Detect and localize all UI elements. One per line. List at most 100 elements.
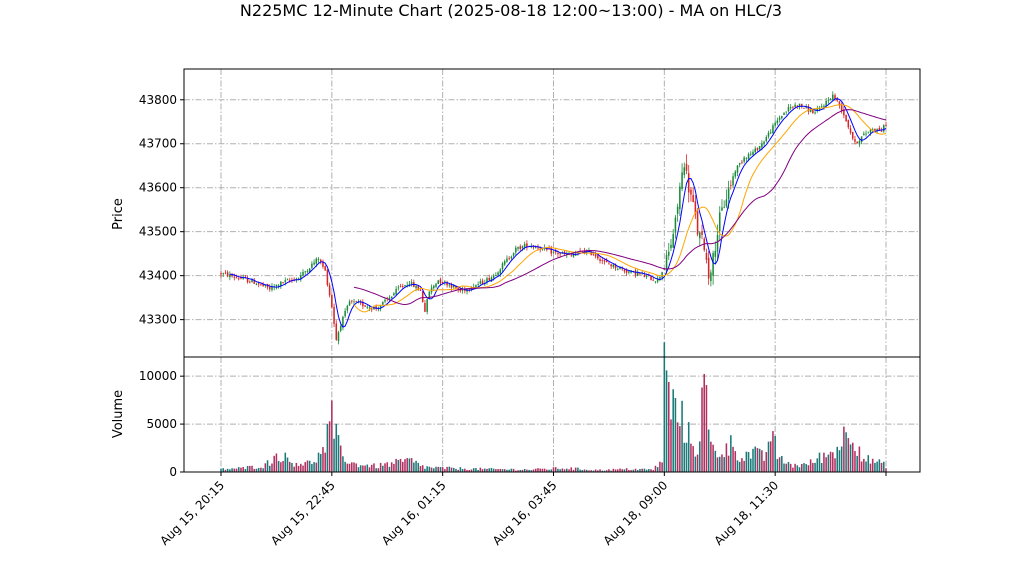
volume-bar: [645, 469, 648, 472]
volume-bar: [220, 468, 222, 472]
volume-bar: [803, 463, 805, 472]
candle-body: [878, 127, 881, 131]
candle-body: [654, 281, 657, 283]
volume-bar: [240, 467, 242, 472]
volume-bar: [568, 469, 570, 472]
volume-bar: [867, 455, 870, 472]
volume-bar: [628, 470, 630, 472]
volume-bar: [282, 460, 284, 472]
candle-body: [692, 194, 694, 203]
candle-body: [395, 288, 397, 295]
candle-body: [648, 275, 650, 277]
candle-body: [393, 293, 395, 296]
candle-body: [785, 111, 788, 113]
candle-body: [519, 246, 522, 250]
volume-bar: [262, 468, 264, 472]
candle-body: [796, 105, 799, 107]
volume-bar: [820, 462, 823, 472]
volume-bar: [761, 450, 763, 472]
volume-bar: [446, 466, 448, 472]
candle-body: [730, 185, 732, 187]
volume-bar: [679, 426, 681, 472]
volume-bar: [674, 397, 677, 472]
candle-body: [639, 272, 641, 274]
volume-bar: [366, 464, 369, 472]
x-ticks: Aug 15, 20:15 Aug 15, 22:45 Aug 16, 01:15 A…: [157, 472, 887, 548]
candle-body: [676, 206, 679, 214]
volume-bar: [818, 452, 821, 472]
candle-body: [750, 153, 752, 155]
candle-body: [388, 297, 391, 299]
candle-body: [625, 270, 628, 273]
volume-bar: [229, 469, 231, 472]
candle-body: [452, 285, 455, 288]
volume-bar: [552, 467, 555, 472]
candle-body: [260, 283, 262, 285]
candle-body: [663, 268, 666, 270]
volume-bar: [304, 462, 307, 472]
candle-body: [820, 106, 823, 108]
candle-body: [288, 280, 291, 281]
volume-bar: [787, 462, 790, 472]
volume-bar: [255, 468, 258, 472]
volume-bar: [559, 469, 561, 472]
candle-body: [229, 274, 231, 278]
candle-body: [426, 299, 428, 312]
volume-bar: [526, 469, 528, 472]
candle-body: [384, 299, 386, 302]
candle-body: [845, 114, 847, 122]
candle-body: [468, 289, 471, 290]
volume-bar: [563, 469, 566, 472]
candle-body: [523, 243, 526, 247]
volume-bar: [661, 462, 663, 472]
volume-bar: [769, 441, 772, 472]
volume-bar: [823, 452, 825, 472]
candle-body: [619, 267, 621, 269]
volume-bar: [280, 462, 282, 472]
volume-bar: [701, 387, 703, 472]
volume-bar: [430, 467, 433, 472]
candle-body: [532, 245, 535, 248]
candle-body: [581, 251, 584, 253]
volume-bar: [486, 468, 488, 472]
candle-body: [220, 273, 222, 275]
volume-bar: [805, 464, 807, 472]
candle-body: [572, 254, 575, 257]
candle-body: [226, 272, 229, 277]
volume-bar: [863, 458, 865, 472]
volume-bar: [829, 451, 832, 472]
volume-bar: [699, 441, 701, 472]
price-tick-label: 43600: [139, 181, 177, 195]
volume-bar: [448, 466, 451, 472]
candle-body: [333, 306, 335, 324]
candle-body: [368, 307, 371, 309]
candle-body: [714, 250, 717, 257]
volume-bar: [439, 467, 442, 472]
volume-bars: [220, 342, 887, 472]
price-tick-label: 43700: [139, 137, 177, 151]
volume-panel-frame: [183, 356, 921, 473]
volume-bar: [530, 470, 533, 472]
volume-bar: [379, 462, 382, 472]
candle-body: [836, 98, 839, 101]
volume-bar: [849, 444, 852, 472]
candle-body: [854, 139, 856, 142]
volume-bar: [871, 458, 874, 472]
volume-bar: [235, 468, 238, 472]
volume-bar: [570, 467, 573, 472]
volume-bar: [601, 470, 604, 472]
candle-body: [860, 136, 863, 142]
candle-body: [838, 101, 841, 106]
candle-body: [871, 129, 874, 131]
candle-body: [787, 107, 790, 112]
volume-bar: [295, 462, 298, 472]
volume-bar: [774, 435, 776, 472]
candle-body: [326, 269, 329, 286]
candle-body: [849, 128, 852, 133]
candle-body: [825, 100, 827, 107]
candle-body: [743, 157, 745, 162]
volume-bar: [355, 463, 357, 472]
candle-body: [444, 281, 446, 283]
candle-body: [437, 280, 440, 285]
candle-body: [510, 256, 513, 259]
